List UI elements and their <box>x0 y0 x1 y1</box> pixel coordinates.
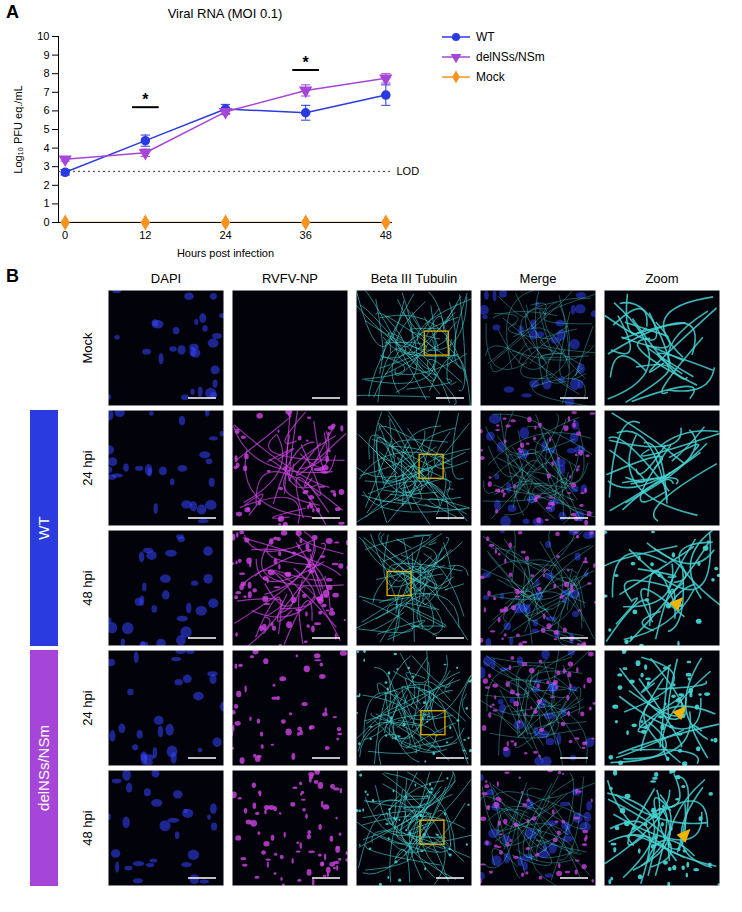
svg-text:36: 36 <box>300 229 312 241</box>
svg-text:Beta III Tubulin: Beta III Tubulin <box>371 271 458 286</box>
svg-text:*: * <box>142 91 149 108</box>
svg-text:delNSs/NSm: delNSs/NSm <box>35 725 52 811</box>
html-text:Mock: Mock <box>476 70 505 84</box>
svg-text:12: 12 <box>139 229 151 241</box>
svg-text:5: 5 <box>43 123 49 135</box>
svg-text:0: 0 <box>43 216 49 228</box>
svg-text:48: 48 <box>380 229 392 241</box>
svg-text:10: 10 <box>37 30 49 42</box>
svg-text:RVFV-NP: RVFV-NP <box>262 271 318 286</box>
svg-text:LOD: LOD <box>397 165 420 177</box>
svg-text:3: 3 <box>43 160 49 172</box>
svg-text:B: B <box>6 266 19 286</box>
svg-text:DAPI: DAPI <box>151 271 181 286</box>
svg-text:Merge: Merge <box>520 271 557 286</box>
svg-text:0: 0 <box>62 229 68 241</box>
svg-text:9: 9 <box>43 49 49 61</box>
html-text:delNSs/NSm: delNSs/NSm <box>476 50 545 64</box>
svg-text:24 hpi: 24 hpi <box>80 690 95 726</box>
svg-text:48 hpi: 48 hpi <box>80 810 95 846</box>
svg-text:WT: WT <box>35 516 52 539</box>
html-text:Viral RNA (MOI 0.1): Viral RNA (MOI 0.1) <box>167 6 283 21</box>
svg-text:2: 2 <box>43 179 49 191</box>
svg-text:24 hpi: 24 hpi <box>80 450 95 486</box>
svg-text:4: 4 <box>43 142 49 154</box>
svg-text:Log₁₀ PFU eq./mL: Log₁₀ PFU eq./mL <box>12 85 24 173</box>
svg-text:1: 1 <box>43 197 49 209</box>
svg-text:Hours post infection: Hours post infection <box>177 247 274 259</box>
svg-text:8: 8 <box>43 67 49 79</box>
svg-text:Mock: Mock <box>80 332 95 364</box>
html-text:A: A <box>6 2 19 22</box>
svg-text:Zoom: Zoom <box>645 271 678 286</box>
svg-text:*: * <box>303 54 310 71</box>
svg-text:7: 7 <box>43 86 49 98</box>
svg-text:6: 6 <box>43 104 49 116</box>
svg-text:48 hpi: 48 hpi <box>80 570 95 606</box>
html-text:WT: WT <box>476 30 495 44</box>
svg-text:24: 24 <box>219 229 231 241</box>
